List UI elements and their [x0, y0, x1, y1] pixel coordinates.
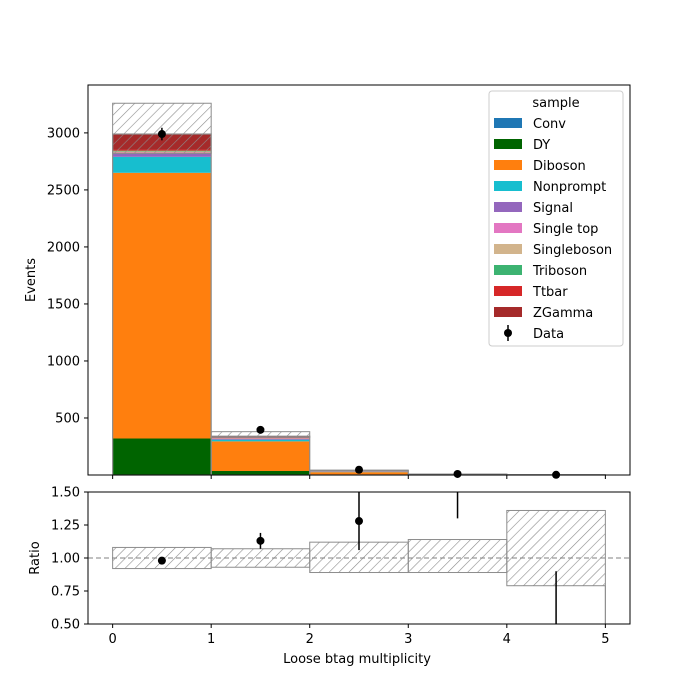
legend-swatch-diboson [494, 160, 522, 170]
legend-label: Conv [533, 117, 566, 132]
y-tick-label: 2000 [47, 240, 80, 255]
legend-swatch-zgamma [494, 307, 522, 317]
data-point [453, 469, 462, 478]
ratio-content [88, 448, 630, 641]
legend-title: sample [532, 96, 579, 111]
ratio-point [552, 633, 560, 641]
legend-label: DY [533, 138, 550, 153]
legend-label: Nonprompt [533, 180, 606, 195]
ratio-y-tick-label: 0.50 [51, 618, 80, 633]
legend-frame [488, 90, 624, 347]
legend-swatch-singleboson [494, 244, 522, 254]
y-tick-label: 500 [55, 411, 80, 426]
x-tick-label: 5 [601, 632, 609, 647]
legend-label: Signal [533, 201, 573, 216]
ratio-y-tick-label: 1.00 [51, 552, 80, 567]
ratio-plot-panel: 0.50 0.75 1.00 1.25 1.50 0 1 2 3 4 5 [51, 448, 631, 647]
legend-label: Triboson [532, 264, 587, 279]
legend-label: Ttbar [532, 285, 568, 300]
legend-label: Single top [533, 222, 598, 237]
legend-data-marker [504, 329, 512, 337]
bar-signal [112, 153, 212, 157]
data-point [256, 425, 265, 434]
y-axis-label: Events [24, 258, 39, 302]
plot-frame [87, 84, 631, 476]
y-tick-label: 1500 [47, 297, 80, 312]
data-point [157, 130, 166, 139]
legend-swatch-signal [494, 202, 522, 212]
ratio-y-tick-label: 0.75 [51, 585, 80, 600]
x-tick-label: 3 [404, 632, 412, 647]
data-point [355, 465, 363, 474]
bar-signal [211, 438, 310, 440]
ratio-uncertainty-band [407, 539, 508, 574]
bar-nonprompt [211, 439, 310, 442]
y-tick-label: 3000 [47, 126, 80, 141]
ratio-point [355, 517, 363, 526]
ratio-y-axis-label: Ratio [28, 541, 43, 574]
bar-diboson [112, 172, 212, 439]
legend-label: Data [533, 327, 564, 342]
main-plot-panel: 500 1000 1500 2000 2500 3000 [47, 84, 631, 479]
y-tick-label: 1000 [47, 354, 80, 369]
x-tick-label: 4 [503, 632, 511, 647]
legend-swatch-ttbar [494, 286, 522, 296]
bar-nonprompt [112, 156, 212, 173]
legend-label: Diboson [533, 159, 586, 174]
bar-dy [211, 471, 310, 475]
ratio-point [454, 448, 462, 456]
ratio-point [256, 536, 265, 545]
legend: sample Conv DY Diboson Nonprompt Signal Singl… [488, 90, 624, 347]
legend-swatch-triboson [494, 265, 522, 275]
legend-label: Singleboson [533, 243, 612, 258]
ratio-y-tick-label: 1.25 [51, 519, 80, 534]
ratio-point [157, 556, 166, 565]
bar-ttbar [211, 437, 310, 439]
x-axis-label: Loose btag multiplicity [283, 652, 431, 667]
x-tick-label: 0 [108, 632, 116, 647]
legend-swatch-conv [494, 118, 522, 128]
bar-dy [112, 438, 212, 475]
legend-swatch-nonprompt [494, 181, 522, 191]
bar-diboson [211, 441, 310, 472]
legend-swatch-dy [494, 139, 522, 149]
y-tick-label: 2500 [47, 183, 80, 198]
legend-label: ZGamma [533, 306, 593, 321]
x-tick-label: 2 [306, 632, 314, 647]
ratio-y-tick-label: 1.50 [51, 486, 80, 501]
x-tick-label: 1 [207, 632, 215, 647]
legend-swatch-single-top [494, 223, 522, 233]
